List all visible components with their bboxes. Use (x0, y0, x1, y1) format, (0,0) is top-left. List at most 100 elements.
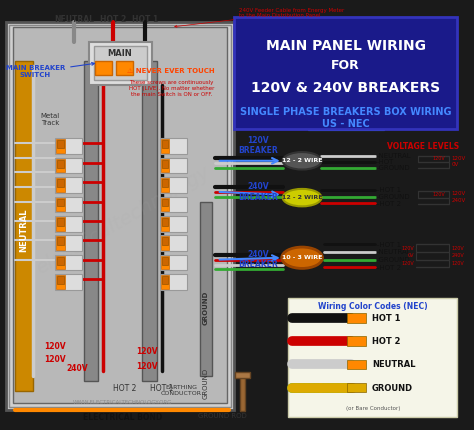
Text: VOLTAGE LEVELS: VOLTAGE LEVELS (387, 142, 459, 151)
Bar (55, 216, 82, 232)
Text: 120V: 120V (136, 362, 158, 371)
Bar (161, 159, 169, 172)
Text: MAIN: MAIN (108, 49, 132, 58)
Text: 12 - 2 WIRE: 12 - 2 WIRE (282, 195, 322, 200)
Bar (346, 313, 366, 322)
Text: GROUND: GROUND (372, 384, 413, 393)
Bar (160, 197, 187, 212)
Bar (94, 46, 147, 80)
Bar (55, 255, 82, 270)
Bar (160, 216, 187, 232)
Ellipse shape (283, 152, 321, 169)
Text: FOR: FOR (331, 59, 360, 72)
Bar (161, 275, 169, 289)
Text: 120V: 120V (44, 342, 66, 351)
Text: 240V
BREAKER: 240V BREAKER (238, 250, 278, 269)
Bar (55, 236, 82, 251)
Text: SINGLE PHASE BREAKERS BOX WIRING: SINGLE PHASE BREAKERS BOX WIRING (240, 108, 451, 117)
Bar (56, 237, 64, 250)
Bar (235, 372, 250, 378)
Bar (13, 27, 228, 403)
Text: –HOT 1: –HOT 1 (376, 242, 401, 248)
Text: ELECTRICAL BOND: ELECTRICAL BOND (83, 413, 163, 422)
Bar (161, 237, 169, 250)
Text: 120V: 120V (402, 246, 415, 251)
Text: –NEUTRAL: –NEUTRAL (376, 249, 411, 255)
Bar (55, 274, 82, 290)
Text: 120V: 120V (451, 246, 464, 251)
Text: NEUTRAL: NEUTRAL (372, 360, 415, 369)
Bar (9, 25, 231, 407)
Text: 240V: 240V (66, 364, 88, 373)
Ellipse shape (283, 189, 321, 206)
Text: 240V: 240V (451, 198, 465, 203)
Bar (288, 298, 457, 417)
Text: –GROUND: –GROUND (376, 257, 410, 263)
Text: NEUTRAL: NEUTRAL (19, 209, 28, 252)
Bar (55, 177, 82, 193)
Text: 120V & 240V BREAKERS: 120V & 240V BREAKERS (251, 81, 440, 95)
Text: NEUTRAL: NEUTRAL (54, 15, 94, 24)
Text: 240V
BREAKER: 240V BREAKER (238, 182, 278, 202)
Bar (55, 138, 82, 154)
Text: –HOT 2: –HOT 2 (376, 265, 401, 271)
Text: –HOT 1: –HOT 1 (376, 187, 401, 194)
Text: 120V: 120V (136, 347, 158, 356)
Bar (162, 257, 168, 264)
Bar (160, 158, 187, 173)
Text: 120V
BREAKER: 120V BREAKER (238, 135, 278, 155)
Bar (56, 139, 64, 153)
Text: GROUND: GROUND (203, 291, 209, 326)
Text: 120V: 120V (451, 157, 465, 161)
Text: 120V: 120V (433, 192, 446, 197)
Text: 120V: 120V (44, 355, 66, 364)
Bar (160, 274, 187, 290)
Text: –HOT 2: –HOT 2 (376, 201, 401, 207)
Bar (161, 198, 169, 211)
Bar (15, 61, 33, 390)
Bar (240, 374, 245, 411)
Bar (162, 237, 168, 245)
Bar (161, 217, 169, 230)
Bar (161, 256, 169, 269)
Text: –NEUTRAL: –NEUTRAL (376, 154, 411, 160)
Text: HOT 2: HOT 2 (113, 384, 137, 393)
Text: electricaltechnology: electricaltechnology (33, 163, 213, 279)
Bar (201, 202, 212, 376)
Bar (89, 42, 152, 85)
Bar (57, 276, 64, 284)
Text: MAIN BREAKER
SWITCH: MAIN BREAKER SWITCH (6, 62, 94, 78)
Bar (7, 22, 234, 410)
Bar (162, 141, 168, 148)
Text: HOT 1: HOT 1 (372, 314, 401, 323)
Bar (346, 383, 366, 393)
Text: 120V: 120V (451, 261, 464, 266)
Bar (162, 218, 168, 226)
Bar (55, 158, 82, 173)
Text: These screws are continuously
HOT (LIVE). No matter whether
the main Switch is O: These screws are continuously HOT (LIVE)… (128, 80, 214, 97)
Bar (160, 236, 187, 251)
Bar (56, 159, 64, 172)
Text: (or Bare Conductor): (or Bare Conductor) (346, 406, 400, 412)
Bar (142, 61, 157, 381)
Text: US - NEC: US - NEC (322, 119, 370, 129)
Bar (57, 179, 64, 187)
Bar (57, 257, 64, 264)
Bar (57, 160, 64, 168)
Bar (234, 17, 457, 129)
Text: MAIN PANEL WIRING: MAIN PANEL WIRING (266, 40, 426, 53)
Bar (56, 198, 64, 211)
Text: HOT 1: HOT 1 (132, 15, 158, 24)
Bar (160, 177, 187, 193)
Text: GROUND ROD: GROUND ROD (198, 413, 247, 419)
Bar (116, 61, 133, 76)
Text: ⚠ NEVER EVER TOUCH: ⚠ NEVER EVER TOUCH (128, 68, 215, 74)
Text: –GROUND: –GROUND (376, 165, 410, 171)
Bar (57, 237, 64, 245)
Text: EARTHING
CONDUCTOR: EARTHING CONDUCTOR (160, 385, 201, 396)
Bar (162, 160, 168, 168)
Bar (57, 199, 64, 206)
Bar (57, 218, 64, 226)
Bar (55, 197, 82, 212)
Text: Metal
Track: Metal Track (40, 113, 60, 126)
